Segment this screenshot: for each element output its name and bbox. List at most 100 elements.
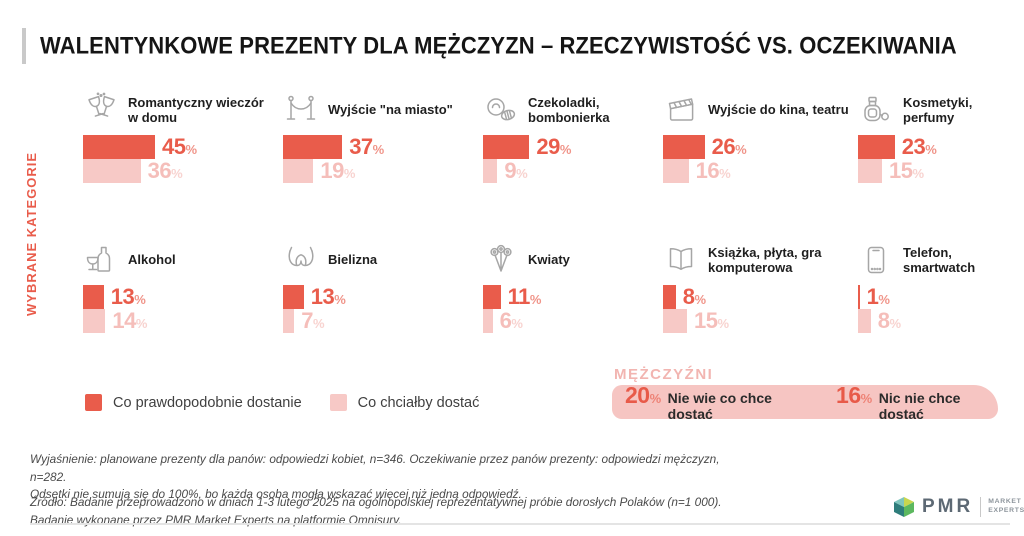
men-stat-value: 20% bbox=[625, 382, 661, 408]
reality-value: 45% bbox=[162, 134, 198, 159]
bottom-divider bbox=[30, 523, 1010, 525]
reality-bar-row: 45% bbox=[83, 135, 283, 159]
expectation-bar bbox=[83, 159, 141, 183]
category-column: Wyjście do kina, teatru 26% 16% bbox=[663, 88, 858, 183]
reality-value: 13% bbox=[310, 284, 346, 309]
category-header: Kwiaty bbox=[483, 238, 663, 282]
logo-divider bbox=[980, 497, 982, 517]
expectation-value: 15% bbox=[889, 158, 925, 183]
legend: Co prawdopodobnie dostanie Co chciałby d… bbox=[85, 394, 479, 411]
reality-value: 11% bbox=[507, 284, 542, 309]
expectation-value: 6% bbox=[499, 308, 523, 333]
footnote-line: Wyjaśnienie: planowane prezenty dla panó… bbox=[30, 452, 720, 484]
category-column: Bielizna 13% 7% bbox=[283, 238, 483, 333]
men-stat-value: 16% bbox=[836, 382, 872, 408]
title-accent-bar bbox=[22, 28, 26, 64]
men-stat-item: 20% Nie wie co chce dostać bbox=[625, 382, 808, 422]
footnote-line: Źródło: Badanie przeprowadzono w dniach … bbox=[30, 495, 722, 509]
reality-bar-row: 23% bbox=[858, 135, 1018, 159]
expectation-bar bbox=[858, 309, 871, 333]
category-label: Wyjście "na miasto" bbox=[328, 102, 453, 118]
reality-bar bbox=[283, 135, 343, 159]
book-icon bbox=[663, 242, 699, 278]
champagne-glasses-icon bbox=[83, 92, 119, 128]
category-label: Czekoladki, bombonierka bbox=[528, 94, 610, 125]
category-label: Kwiaty bbox=[528, 252, 570, 268]
category-label: Książka, płyta, gra komputerowa bbox=[708, 244, 822, 275]
expectation-swatch bbox=[329, 394, 347, 411]
flowers-icon bbox=[483, 242, 519, 278]
expectation-bar-row: 15% bbox=[663, 309, 858, 333]
reality-bar-row: 26% bbox=[663, 135, 858, 159]
category-header: Romantyczny wieczór w domu bbox=[83, 88, 283, 132]
category-header: Telefon, smartwatch bbox=[858, 238, 1018, 282]
expectation-value: 16% bbox=[695, 158, 731, 183]
category-row-1: Romantyczny wieczór w domu 45% 36% Wyjście… bbox=[83, 88, 1018, 183]
reality-bar-row: 37% bbox=[283, 135, 483, 159]
expectation-bar-row: 6% bbox=[483, 309, 663, 333]
category-column: Książka, płyta, gra komputerowa 8% 15% bbox=[663, 238, 858, 333]
pmr-tagline: MARKET EXPERTS bbox=[988, 498, 1024, 514]
category-column: Wyjście "na miasto" 37% 19% bbox=[283, 88, 483, 183]
reality-bar bbox=[483, 285, 501, 309]
perfume-icon bbox=[858, 92, 894, 128]
category-label: Bielizna bbox=[328, 252, 378, 268]
reality-bar bbox=[663, 285, 676, 309]
reality-value: 29% bbox=[536, 134, 572, 159]
expectation-bar bbox=[283, 159, 314, 183]
reality-value: 8% bbox=[682, 284, 707, 309]
expectation-bar-row: 14% bbox=[83, 309, 283, 333]
expectation-bar bbox=[283, 309, 295, 333]
reality-bar bbox=[858, 285, 860, 309]
expectation-value: 9% bbox=[504, 158, 528, 183]
men-stat-label: Nic nie chce dostać bbox=[878, 390, 961, 422]
legend-item-expectation: Co chciałby dostać bbox=[329, 394, 480, 411]
reality-bar-row: 1% bbox=[858, 285, 1018, 309]
pmr-logo: PMR MARKET EXPERTS bbox=[893, 496, 1024, 518]
reality-bar bbox=[83, 135, 155, 159]
expectation-value: 19% bbox=[320, 158, 356, 183]
pmr-wordmark: PMR bbox=[922, 496, 974, 517]
reality-bar-row: 8% bbox=[663, 285, 858, 309]
category-label: Alkohol bbox=[128, 252, 176, 268]
expectation-bar-row: 16% bbox=[663, 159, 858, 183]
reality-value: 37% bbox=[349, 134, 385, 159]
category-header: Alkohol bbox=[83, 238, 283, 282]
category-header: Wyjście do kina, teatru bbox=[663, 88, 858, 132]
expectation-value: 36% bbox=[147, 158, 183, 183]
legend-label-expectation: Co chciałby dostać bbox=[357, 394, 480, 411]
reality-bar bbox=[858, 135, 895, 159]
reality-bar bbox=[283, 285, 304, 309]
footnote-explanation: Wyjaśnienie: planowane prezenty dla panó… bbox=[30, 451, 730, 504]
reality-swatch bbox=[85, 394, 102, 411]
men-stat-label: Nie wie co chce dostać bbox=[667, 390, 772, 422]
category-column: Kwiaty 11% 6% bbox=[483, 238, 663, 333]
expectation-bar bbox=[663, 159, 689, 183]
men-section-heading: MĘŻCZYŹNI bbox=[614, 366, 714, 383]
title-block: WALENTYNKOWE PREZENTY DLA MĘŻCZYZN – RZE… bbox=[22, 28, 957, 64]
category-column: Kosmetyki, perfumy 23% 15% bbox=[858, 88, 1018, 183]
category-header: Kosmetyki, perfumy bbox=[858, 88, 1018, 132]
reality-value: 13% bbox=[110, 284, 146, 309]
category-header: Czekoladki, bombonierka bbox=[483, 88, 663, 132]
reality-bar-row: 13% bbox=[283, 285, 483, 309]
reality-bar-row: 13% bbox=[83, 285, 283, 309]
velvet-rope-icon bbox=[283, 92, 319, 128]
category-label: Telefon, smartwatch bbox=[903, 244, 976, 275]
expectation-bar-row: 19% bbox=[283, 159, 483, 183]
expectation-bar bbox=[663, 309, 687, 333]
category-header: Książka, płyta, gra komputerowa bbox=[663, 238, 858, 282]
reality-value: 1% bbox=[866, 284, 890, 309]
reality-value: 26% bbox=[711, 134, 747, 159]
expectation-value: 15% bbox=[694, 308, 730, 333]
legend-label-reality: Co prawdopodobnie dostanie bbox=[113, 394, 302, 411]
expectation-bar-row: 15% bbox=[858, 159, 1018, 183]
category-column: Czekoladki, bombonierka 29% 9% bbox=[483, 88, 663, 183]
alcohol-icon bbox=[83, 242, 119, 278]
reality-bar-row: 29% bbox=[483, 135, 663, 159]
footnote-line: Odsetki nie sumują się do 100%, bo każda… bbox=[30, 487, 522, 502]
expectation-value: 14% bbox=[112, 308, 148, 333]
category-row-2: Alkohol 13% 14% Bielizna 13% 7% Kwiaty 11% 6% … bbox=[83, 238, 1018, 333]
expectation-bar bbox=[483, 159, 498, 183]
